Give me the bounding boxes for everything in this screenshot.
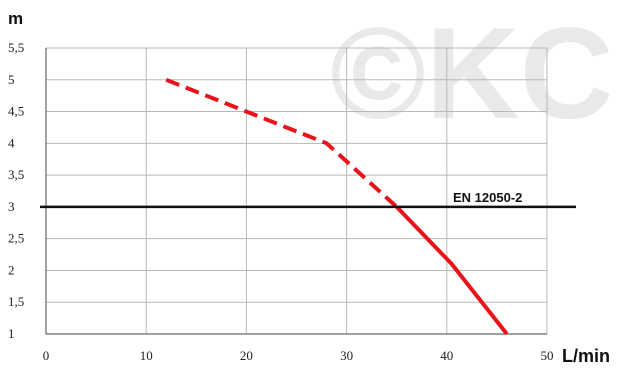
axes [45,48,547,335]
watermark-text: ©KC [330,0,614,146]
y-tick-label: 2,5 [8,231,24,246]
y-tick-label: 3,5 [8,167,24,182]
y-tick-label: 3 [8,199,15,214]
x-axis-label: L/min [562,346,610,366]
reference-line-group: EN 12050-2 [40,190,576,209]
curve-dashed-segment [165,77,399,209]
x-tick-label: 0 [43,348,50,363]
x-tick-label: 40 [440,348,453,363]
x-tick-label: 10 [140,348,153,363]
y-tick-labels: 1 1,5 2 2,5 3 3,5 4 4,5 5 5,5 [8,40,24,341]
series [165,77,509,336]
x-tick-label: 20 [240,348,253,363]
y-tick-label: 5 [8,72,15,87]
x-tick-label: 50 [541,348,554,363]
watermark: ©KC [330,0,614,146]
y-tick-label: 1,5 [8,294,24,309]
curve-solid-segment [395,205,509,336]
x-tick-labels: 0 10 20 30 40 50 [43,348,554,363]
y-tick-label: 2 [8,262,15,277]
y-axis-label: m [8,9,23,28]
y-tick-label: 1 [8,326,15,341]
y-tick-label: 5,5 [8,40,24,55]
x-tick-label: 30 [340,348,353,363]
reference-line-label: EN 12050-2 [453,190,522,205]
y-tick-label: 4 [8,135,15,150]
y-tick-label: 4,5 [8,104,24,119]
